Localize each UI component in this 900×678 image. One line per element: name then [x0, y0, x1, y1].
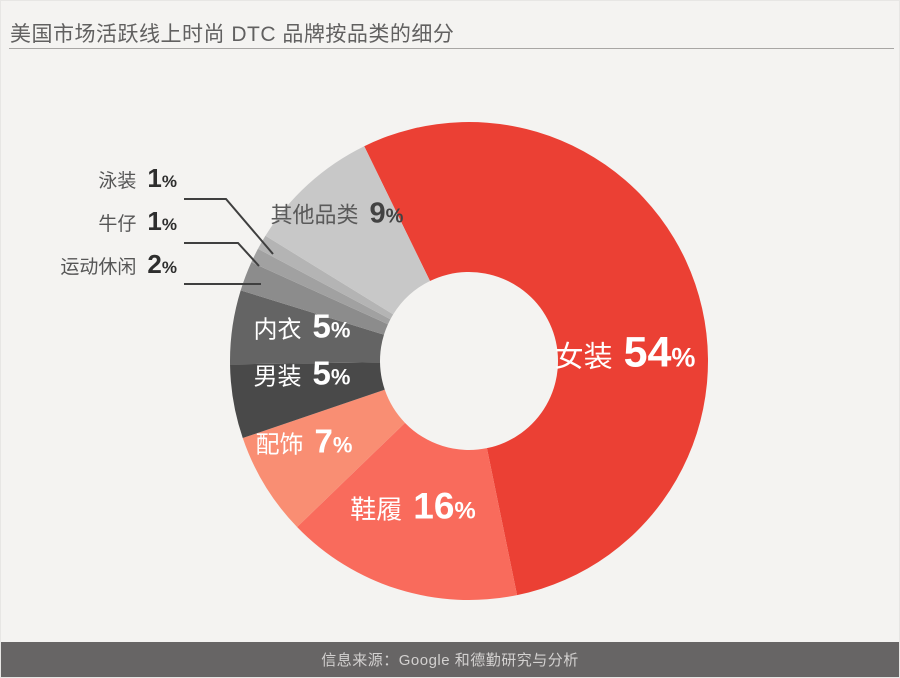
slice-footwear [297, 422, 518, 601]
label-athleisure-category: 运动休闲 [60, 257, 137, 278]
label-underwear-category: 内衣 [253, 317, 302, 344]
label-menswear-unit: % [330, 364, 351, 390]
label-other-categories-category: 其他品类 [270, 202, 359, 228]
label-other-categories-unit: % [385, 205, 404, 228]
label-footwear-category: 鞋履 [350, 495, 403, 525]
label-footwear: 鞋履 16% [350, 488, 476, 525]
label-other-categories-value: 9% [369, 197, 404, 230]
slice-athleisure [240, 262, 388, 335]
leader-lines [184, 198, 274, 285]
label-accessories-unit: % [332, 432, 353, 458]
leader-line-denim [184, 242, 260, 267]
label-footwear-value: 16% [413, 485, 476, 527]
slice-other-categories [265, 146, 430, 315]
label-athleisure-value: 2% [147, 249, 177, 279]
label-womenswear-category: 女装 [554, 341, 613, 374]
source-bar: 信息来源：Google 和德勤研究与分析 [1, 642, 899, 677]
label-menswear-category: 男装 [253, 364, 302, 391]
label-accessories-category: 配饰 [255, 432, 304, 459]
label-womenswear: 女装 54% [554, 328, 696, 377]
label-accessories-value: 7% [314, 422, 353, 460]
label-accessories: 配饰 7% [256, 425, 353, 458]
label-swimwear-category: 泳装 [98, 171, 137, 192]
title-underline [9, 48, 894, 49]
label-athleisure: 运动休闲 2% [60, 251, 177, 277]
slice-womenswear [364, 122, 709, 596]
label-underwear: 内衣 5% [254, 310, 351, 343]
page-title: 美国市场活跃线上时尚 DTC 品牌按品类的细分 [10, 23, 455, 46]
label-swimwear-unit: % [161, 172, 177, 191]
label-menswear: 男装 5% [254, 357, 351, 390]
label-footwear-unit: % [454, 497, 476, 525]
leader-line-swimwear [184, 198, 274, 255]
label-womenswear-unit: % [671, 342, 696, 373]
label-other-categories: 其他品类 9% [270, 197, 404, 230]
slice-underwear [229, 290, 384, 365]
label-womenswear-value: 54% [623, 328, 696, 377]
slice-menswear [230, 362, 385, 439]
label-swimwear-value: 1% [147, 163, 177, 193]
source-text: 信息来源：Google 和德勤研究与分析 [321, 652, 579, 669]
label-athleisure-unit: % [161, 258, 177, 277]
label-denim-unit: % [161, 215, 177, 234]
slice-swimwear [257, 235, 394, 320]
slice-accessories [242, 389, 405, 528]
label-swimwear: 泳装 1% [98, 165, 177, 191]
label-denim: 牛仔 1% [98, 208, 177, 234]
label-underwear-value: 5% [312, 307, 351, 345]
label-denim-value: 1% [147, 206, 177, 236]
label-menswear-value: 5% [312, 354, 351, 392]
donut-slices [229, 122, 709, 601]
label-denim-category: 牛仔 [98, 214, 137, 235]
label-underwear-unit: % [330, 317, 351, 343]
slice-denim [251, 248, 391, 325]
